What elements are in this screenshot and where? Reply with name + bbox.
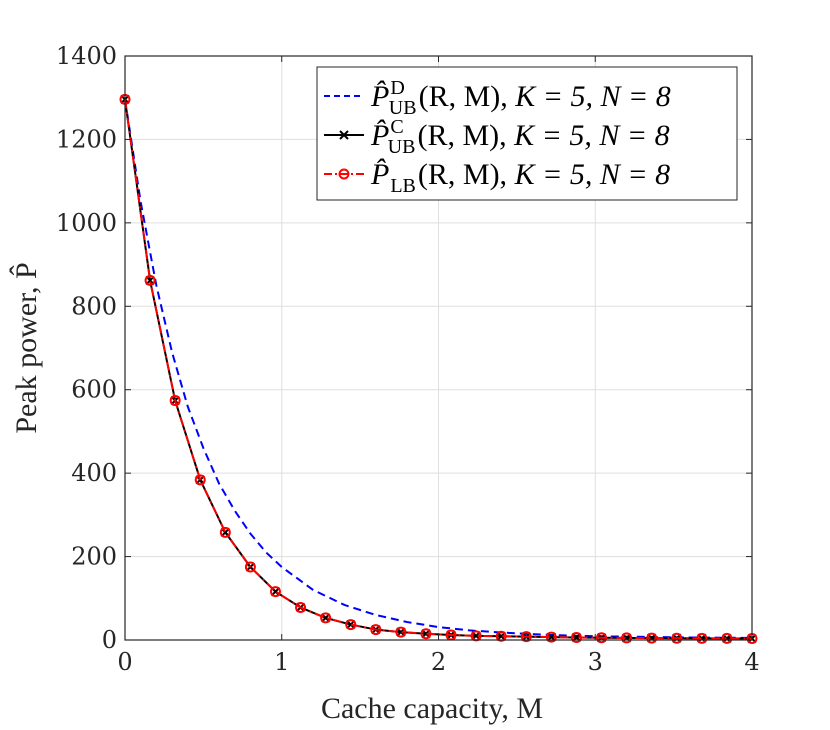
legend-entry-0: P̂D UB(R, M), K = 5, N = 8	[324, 77, 671, 119]
y-axis-label: Peak power, P̂	[9, 262, 43, 433]
legend-label: P̂D UB(R, M), K = 5, N = 8	[370, 77, 671, 119]
legend-marker	[338, 168, 350, 180]
series-2-point	[570, 631, 582, 643]
legend: P̂D UB(R, M), K = 5, N = 8P̂C UB(R, M), K …	[316, 66, 738, 201]
y-tick-label: 1000	[56, 209, 117, 237]
y-axis-label-text: Peak power, P̂	[9, 262, 43, 433]
series-2-point	[269, 586, 281, 598]
legend-label: P̂C UB(R, M), K = 5, N = 8	[370, 116, 670, 158]
series-2-point	[194, 474, 206, 486]
y-tick-label: 200	[71, 543, 117, 571]
legend-entry-2: P̂LB(R, M), K = 5, N = 8	[324, 158, 670, 197]
series-2-point	[646, 632, 658, 644]
series-2-point	[545, 631, 557, 643]
series-2-point	[621, 632, 633, 644]
series-2-point	[144, 274, 156, 286]
y-tick-label: 600	[71, 376, 117, 404]
x-tick-label: 0	[117, 648, 132, 676]
series-line-0	[124, 99, 753, 639]
legend-label: P̂LB(R, M), K = 5, N = 8	[370, 158, 670, 197]
x-tick-label: 3	[588, 648, 603, 676]
series-2-point	[244, 561, 256, 573]
series-2-point	[345, 619, 357, 631]
y-tick-label: 1200	[56, 125, 117, 153]
y-tick-label: 800	[71, 292, 117, 320]
series-2-point	[696, 632, 708, 644]
series-2-point	[596, 632, 608, 644]
y-tick-label: 1400	[56, 42, 117, 70]
ticks: 0 1 2 3 4 0 200 400 600 800 1000 1200 1400	[56, 42, 760, 676]
y-tick-label: 400	[71, 459, 117, 487]
x-tick-label: 1	[274, 648, 289, 676]
series-2-point	[520, 631, 532, 643]
x-tick-label: 4	[744, 648, 759, 676]
x-axis-label-text: Cache capacity, M	[321, 692, 543, 725]
series-2-point	[721, 632, 733, 644]
legend-entry-1: P̂C UB(R, M), K = 5, N = 8	[324, 116, 670, 158]
series-2-point	[420, 628, 432, 640]
series-2-point	[219, 526, 231, 538]
series-2-point	[671, 632, 683, 644]
series-2-point	[395, 626, 407, 638]
series-2-point	[495, 630, 507, 642]
series-2-point	[370, 624, 382, 636]
legend-marker	[339, 130, 349, 140]
y-tick-label: 0	[102, 626, 117, 654]
x-tick-label: 2	[431, 648, 446, 676]
series-0	[124, 99, 753, 639]
x-axis-label: Cache capacity, M	[321, 692, 543, 725]
series-2-point	[169, 395, 181, 407]
legend-box	[316, 66, 738, 201]
series-2-point	[320, 612, 332, 624]
series-2-point	[295, 601, 307, 613]
